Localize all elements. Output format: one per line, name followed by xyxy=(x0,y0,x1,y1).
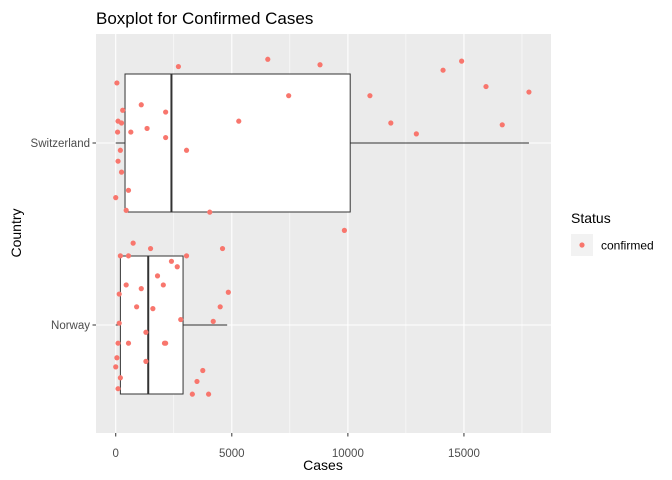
data-point xyxy=(150,306,156,312)
points-layer xyxy=(113,56,532,397)
data-point xyxy=(174,264,180,270)
y-tick-label: Norway xyxy=(51,320,90,332)
y-axis-title: Country xyxy=(8,208,24,257)
data-point xyxy=(499,122,505,128)
data-point xyxy=(163,109,169,115)
data-point xyxy=(115,340,121,346)
x-tick-label: 0 xyxy=(113,448,119,460)
data-point xyxy=(118,120,125,126)
data-point xyxy=(207,209,213,215)
data-point xyxy=(483,83,489,90)
x-tick-label: 5000 xyxy=(219,448,245,460)
x-axis-title: Cases xyxy=(303,457,343,473)
data-point xyxy=(114,355,120,361)
data-point xyxy=(138,102,144,108)
data-point xyxy=(128,129,134,135)
data-point xyxy=(440,67,446,73)
legend-point-icon xyxy=(579,242,585,248)
data-point xyxy=(144,125,150,132)
box-body xyxy=(124,73,351,213)
data-point xyxy=(154,273,161,279)
data-point xyxy=(286,93,292,99)
data-point xyxy=(125,187,132,193)
data-point xyxy=(265,56,271,62)
data-point xyxy=(175,63,182,70)
data-point xyxy=(117,147,123,153)
data-point xyxy=(163,340,169,346)
box-body xyxy=(119,255,184,395)
data-point xyxy=(163,134,169,141)
data-point xyxy=(205,391,212,397)
box-norway xyxy=(115,255,228,395)
x-axis: 0 5000 10000 15000 xyxy=(113,433,480,460)
data-point xyxy=(116,291,122,297)
data-point xyxy=(116,320,122,326)
data-point xyxy=(123,207,129,213)
data-point xyxy=(143,358,149,364)
data-point xyxy=(125,340,132,346)
chart-title: Boxplot for Confirmed Cases xyxy=(96,9,313,28)
data-point xyxy=(114,80,120,86)
data-point xyxy=(317,62,323,68)
data-point xyxy=(183,253,190,259)
data-point xyxy=(225,289,231,295)
data-point xyxy=(413,131,419,137)
data-point xyxy=(130,240,136,246)
legend-title: Status xyxy=(571,210,611,226)
data-point xyxy=(125,253,132,259)
box-switzerland xyxy=(115,73,529,213)
data-point xyxy=(236,118,242,124)
data-point xyxy=(123,282,129,288)
data-point xyxy=(143,329,149,335)
data-point xyxy=(117,375,123,381)
legend-label: confirmed xyxy=(601,239,654,253)
data-point xyxy=(147,245,154,252)
data-point xyxy=(178,316,184,323)
data-point xyxy=(114,129,121,135)
data-point xyxy=(183,147,190,153)
data-point xyxy=(113,364,119,370)
data-point xyxy=(115,158,121,164)
data-point xyxy=(117,253,123,259)
y-tick-label: Switzerland xyxy=(31,138,90,150)
data-point xyxy=(118,169,125,175)
legend: Status confirmed xyxy=(571,210,654,256)
y-axis: Norway Switzerland xyxy=(31,138,96,332)
data-point xyxy=(189,391,195,397)
data-point xyxy=(459,58,465,64)
data-point xyxy=(217,304,223,310)
boxes-layer xyxy=(115,73,529,395)
data-point xyxy=(113,195,119,201)
data-point xyxy=(210,318,216,324)
data-point xyxy=(138,286,144,292)
data-point xyxy=(168,258,175,264)
x-tick-label: 10000 xyxy=(332,448,364,460)
data-point xyxy=(341,227,347,233)
x-tick-label: 15000 xyxy=(448,448,480,460)
data-point xyxy=(134,304,140,310)
data-point xyxy=(367,93,373,99)
data-point xyxy=(120,107,126,113)
data-point xyxy=(388,120,394,126)
data-point xyxy=(526,89,532,95)
data-point xyxy=(160,282,166,288)
data-point xyxy=(219,245,226,252)
data-point xyxy=(200,367,206,374)
data-point xyxy=(115,386,121,392)
data-point xyxy=(194,378,200,385)
